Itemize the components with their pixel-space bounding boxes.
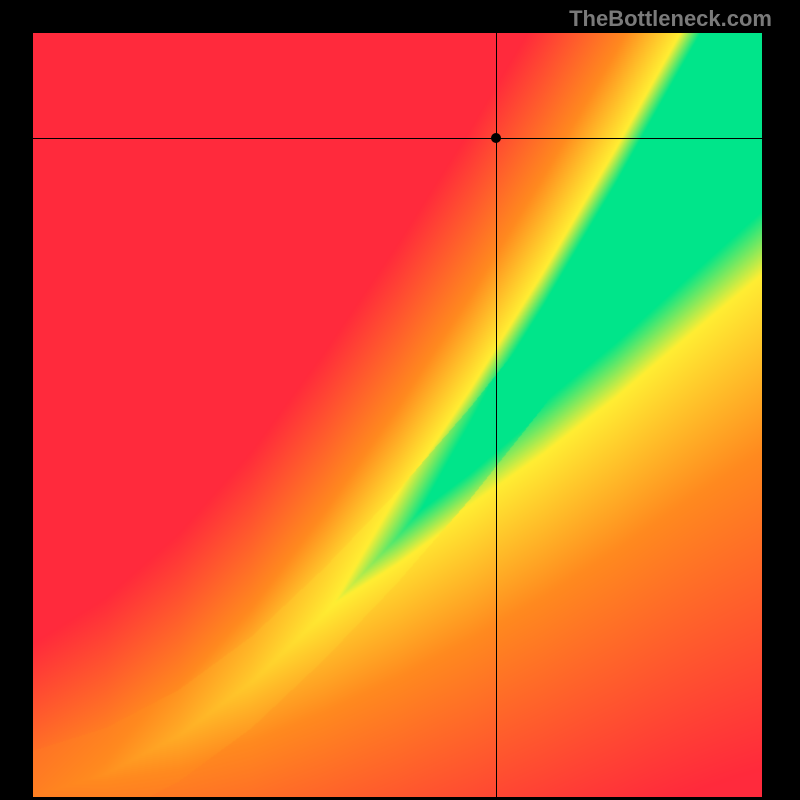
crosshair-vertical: [496, 33, 497, 797]
crosshair-dot: [491, 133, 501, 143]
bottleneck-heatmap: [30, 30, 765, 800]
crosshair-horizontal: [33, 138, 762, 139]
watermark-text: TheBottleneck.com: [569, 6, 772, 32]
heatmap-canvas: [33, 33, 762, 797]
